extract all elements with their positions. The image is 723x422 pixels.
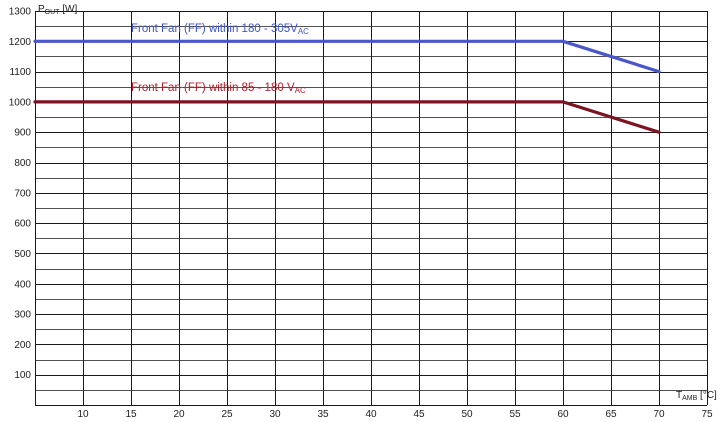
x-tick-label: 10 bbox=[77, 409, 89, 420]
data-point bbox=[561, 100, 565, 104]
y-axis-label-unit: [W] bbox=[59, 4, 77, 15]
y-tick-label: 600 bbox=[14, 219, 31, 230]
y-tick-label: 300 bbox=[14, 310, 31, 321]
y-tick-label: 1100 bbox=[9, 67, 31, 78]
x-tick-label: 65 bbox=[605, 409, 617, 420]
x-axis-label-main: T bbox=[676, 390, 682, 401]
x-tick-label: 30 bbox=[269, 409, 281, 420]
data-point bbox=[657, 70, 661, 74]
y-tick-label: 1300 bbox=[9, 7, 32, 18]
y-tick-label: 1200 bbox=[9, 37, 32, 48]
x-tick-label: 75 bbox=[701, 409, 713, 420]
x-tick-label: 50 bbox=[461, 409, 473, 420]
x-tick-label: 55 bbox=[509, 409, 521, 420]
x-tick-label: 40 bbox=[365, 409, 377, 420]
series-label-85-180: Front Fan (FF) within 85 - 180 VAC bbox=[131, 82, 306, 95]
y-tick-label: 1000 bbox=[9, 97, 32, 108]
data-point bbox=[33, 39, 37, 43]
tick-labels: 100 200 300 400 500 600 700 800 900 1000 1100 1200 1… bbox=[9, 7, 713, 421]
data-point bbox=[561, 39, 565, 43]
x-tick-label: 60 bbox=[557, 409, 569, 420]
y-tick-label: 700 bbox=[14, 188, 31, 199]
y-tick-label: 500 bbox=[14, 249, 31, 260]
y-axis-label: POUT [W] bbox=[38, 4, 77, 16]
x-axis-label-sub: AMB bbox=[682, 395, 698, 402]
x-axis-label: TAMB [°C] bbox=[676, 390, 717, 402]
data-point bbox=[33, 100, 37, 104]
y-tick-label: 200 bbox=[14, 340, 31, 351]
y-axis-label-main: P bbox=[38, 4, 45, 15]
x-axis-label-unit: [°C] bbox=[697, 390, 717, 401]
series-line-2 bbox=[33, 100, 661, 134]
x-tick-label: 25 bbox=[221, 409, 233, 420]
data-point bbox=[657, 130, 661, 134]
y-tick-label: 400 bbox=[14, 279, 31, 290]
x-tick-label: 45 bbox=[413, 409, 425, 420]
y-tick-label: 900 bbox=[14, 128, 31, 139]
y-axis-label-sub: OUT bbox=[45, 9, 61, 16]
y-tick-label: 800 bbox=[14, 158, 31, 169]
x-tick-label: 70 bbox=[653, 409, 665, 420]
x-tick-label: 15 bbox=[125, 409, 137, 420]
grid-lines bbox=[35, 11, 708, 406]
series-lines bbox=[33, 39, 661, 134]
series-label-180-305: Front Fan (FF) within 180 - 305VAC bbox=[131, 23, 309, 36]
y-tick-label: 100 bbox=[14, 370, 31, 381]
x-tick-label: 35 bbox=[317, 409, 329, 420]
x-tick-label: 20 bbox=[173, 409, 185, 420]
